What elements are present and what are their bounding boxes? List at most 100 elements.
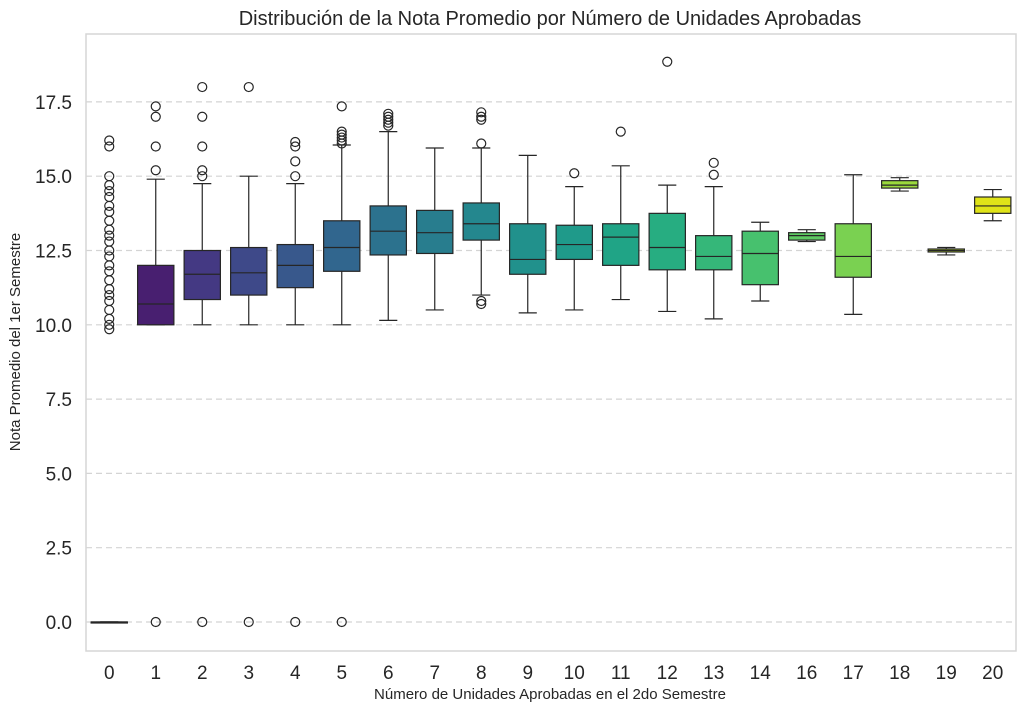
x-tick-label: 1: [150, 663, 161, 684]
flier-point: [197, 165, 208, 176]
flier-point: [104, 236, 115, 247]
y-tick-label: 7.5: [46, 390, 72, 411]
flier-point: [104, 289, 115, 301]
box-group-5: [323, 101, 361, 628]
flier-point: [243, 81, 254, 93]
flier-point: [336, 616, 347, 628]
box-group-9: [509, 154, 547, 314]
box-group-13: [695, 157, 733, 320]
flier-point: [476, 114, 487, 125]
x-tick-label: 13: [703, 663, 724, 684]
flier-point: [104, 185, 115, 197]
flier-point: [104, 295, 115, 307]
flier-point: [336, 135, 347, 146]
flier-point: [197, 616, 208, 628]
flier-point: [290, 141, 301, 152]
flier-point: [104, 275, 115, 286]
flier-point: [104, 266, 115, 277]
flier-point: [104, 206, 115, 217]
flier-point: [150, 165, 161, 176]
flier-point: [104, 245, 115, 256]
y-tick-label: 10.0: [35, 316, 72, 337]
box-group-11: [602, 126, 640, 301]
box-8: [462, 202, 500, 241]
box-group-10: [555, 168, 593, 311]
box-group-1: [137, 101, 175, 628]
y-tick-label: 17.5: [35, 93, 72, 114]
box-group-19: [927, 246, 965, 256]
flier-point: [104, 284, 115, 295]
grid-layer: [86, 101, 1016, 623]
box-group-4: [276, 136, 314, 628]
box-1: [137, 264, 175, 326]
flier-point: [336, 132, 347, 143]
flier-point: [476, 107, 487, 118]
x-tick-label: 19: [936, 663, 957, 684]
x-tick-label: 4: [290, 663, 301, 684]
flier-point: [104, 191, 115, 203]
flier-point: [197, 81, 208, 93]
box-18: [881, 180, 919, 189]
flier-point: [104, 141, 115, 152]
flier-point: [383, 120, 394, 131]
x-tick-label: 9: [522, 663, 533, 684]
x-tick-label: 10: [564, 663, 585, 684]
flier-point: [150, 101, 161, 112]
flier-point: [569, 168, 580, 179]
flier-point: [197, 141, 208, 152]
flier-point: [290, 171, 301, 182]
flier-point: [150, 616, 161, 628]
flier-point: [476, 295, 487, 307]
box-14: [741, 230, 779, 286]
flier-point: [476, 138, 487, 149]
box-group-20: [974, 188, 1012, 222]
flier-point: [243, 616, 254, 628]
flier-point: [383, 117, 394, 128]
flier-point: [662, 56, 673, 67]
flier-point: [290, 136, 301, 148]
y-axis-label: Nota Promedio del 1er Semestre: [7, 233, 24, 451]
x-tick-label: 5: [336, 663, 347, 684]
chart-title: Distribución de la Nota Promedio por Núm…: [239, 8, 862, 30]
flier-point: [104, 200, 115, 212]
box-group-3: [230, 81, 268, 628]
flier-point: [104, 230, 115, 241]
box-group-7: [416, 147, 454, 311]
box-3: [230, 246, 268, 296]
box-group-8: [462, 107, 500, 310]
x-tick-label: 6: [383, 663, 394, 684]
box-group-6: [369, 108, 407, 321]
flier-point: [104, 251, 115, 262]
flier-point: [197, 111, 208, 122]
x-tick-label: 0: [104, 663, 115, 684]
box-group-12: [648, 56, 686, 313]
flier-point: [476, 111, 487, 122]
flier-point: [104, 304, 115, 316]
box-5: [323, 220, 361, 272]
flier-point: [150, 141, 161, 152]
box-group-17: [834, 174, 872, 315]
flier-point: [104, 180, 115, 191]
box-11: [602, 223, 640, 266]
box-17: [834, 223, 872, 278]
y-tick-label: 15.0: [35, 167, 72, 188]
y-tick-layer: 0.0 2.5 5.0 7.5 10.0 12.5 15.0 17.5: [35, 93, 72, 634]
box-group-2: [183, 81, 221, 628]
box-group-16: [788, 229, 826, 243]
box-10: [555, 224, 593, 261]
box-12: [648, 212, 686, 271]
flier-point: [708, 169, 719, 180]
x-tick-label: 17: [843, 663, 864, 684]
x-tick-label: 14: [750, 663, 772, 684]
x-tick-label: 11: [611, 663, 631, 684]
box-layer: [90, 56, 1012, 628]
flier-point: [104, 135, 115, 146]
flier-point: [476, 298, 487, 310]
x-tick-label: 12: [657, 663, 678, 684]
x-tick-label: 8: [476, 663, 487, 684]
flier-point: [336, 138, 347, 149]
box-7: [416, 209, 454, 255]
flier-point: [104, 215, 115, 226]
x-tick-label: 2: [197, 663, 208, 684]
